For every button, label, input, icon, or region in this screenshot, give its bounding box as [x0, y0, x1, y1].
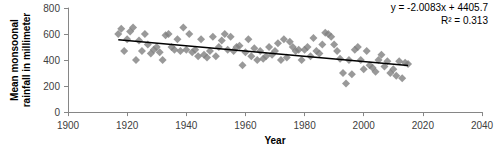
svg-text:1940: 1940	[175, 120, 198, 131]
svg-text:0: 0	[54, 107, 60, 118]
svg-text:2020: 2020	[412, 120, 435, 131]
svg-text:800: 800	[43, 3, 60, 14]
svg-text:2040: 2040	[471, 120, 494, 131]
svg-text:200: 200	[43, 81, 60, 92]
svg-text:2000: 2000	[353, 120, 376, 131]
svg-text:R² = 0.313: R² = 0.313	[441, 15, 488, 26]
svg-text:1980: 1980	[293, 120, 316, 131]
svg-text:1900: 1900	[57, 120, 80, 131]
svg-text:1920: 1920	[116, 120, 139, 131]
svg-text:Mean monsoonal: Mean monsoonal	[9, 19, 20, 101]
svg-text:1960: 1960	[234, 120, 257, 131]
svg-text:y = -2.0083x + 4405.7: y = -2.0083x + 4405.7	[391, 2, 489, 13]
svg-text:Year: Year	[264, 135, 285, 146]
svg-text:rainfall in millimeter: rainfall in millimeter	[21, 13, 32, 108]
svg-text:400: 400	[43, 55, 60, 66]
svg-text:600: 600	[43, 29, 60, 40]
